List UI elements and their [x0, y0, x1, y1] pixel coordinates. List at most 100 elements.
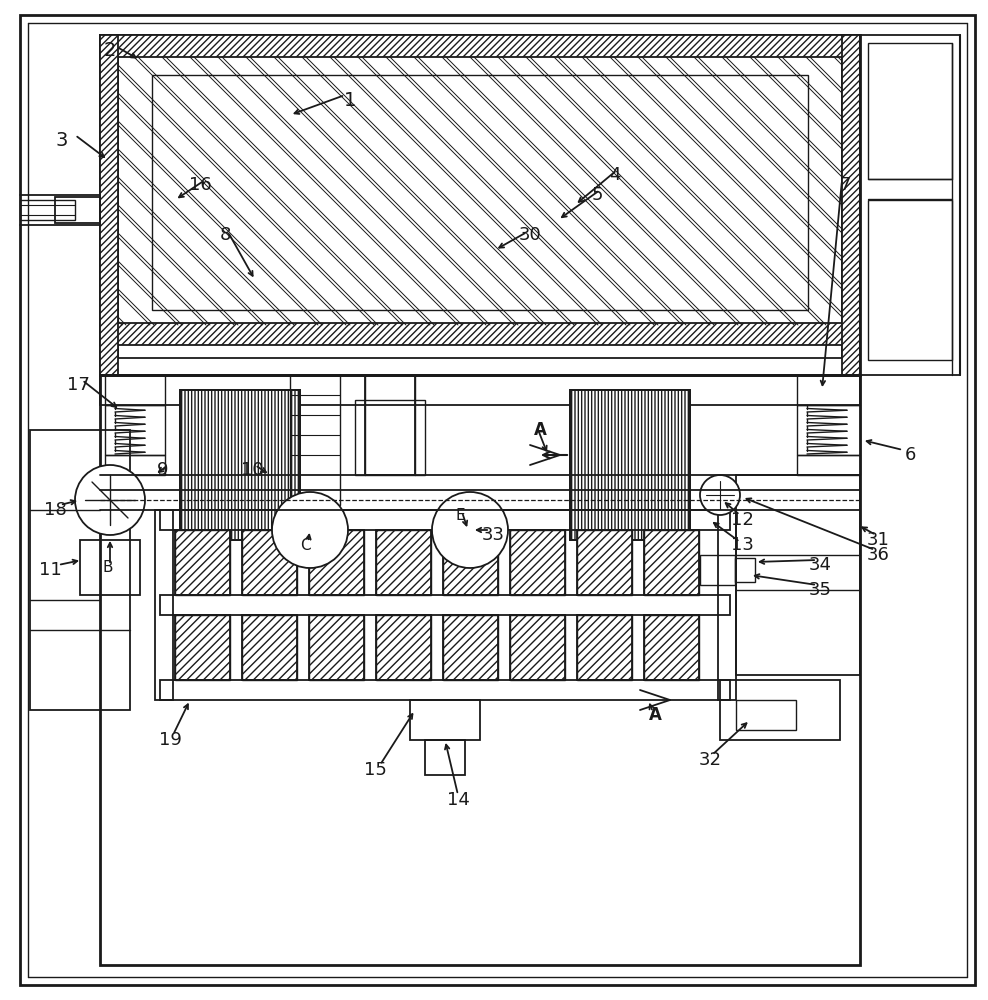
Bar	[160, 680, 730, 700]
Text: 34: 34	[808, 556, 832, 574]
Bar	[105, 375, 165, 405]
Text: 11: 11	[39, 561, 61, 579]
Bar	[180, 390, 300, 540]
Bar	[570, 390, 690, 540]
Bar	[160, 595, 730, 615]
Bar	[242, 530, 297, 595]
Bar	[443, 530, 498, 595]
Text: 3: 3	[55, 130, 68, 149]
Bar	[510, 530, 565, 595]
Bar	[80, 540, 140, 595]
Text: B: B	[103, 560, 114, 576]
Circle shape	[272, 492, 348, 568]
Bar	[376, 530, 431, 595]
Bar	[242, 615, 297, 680]
Bar	[242, 615, 297, 680]
Bar	[570, 390, 690, 540]
Bar	[425, 740, 465, 775]
Bar	[376, 530, 431, 595]
Bar	[30, 430, 130, 710]
Text: 4: 4	[610, 166, 620, 184]
Text: 8: 8	[219, 226, 230, 244]
Bar	[100, 375, 860, 965]
Bar	[355, 400, 425, 475]
Text: 30: 30	[519, 226, 541, 244]
Bar	[100, 375, 860, 405]
Bar	[443, 615, 498, 680]
Bar	[736, 700, 796, 730]
Text: 15: 15	[364, 761, 386, 779]
Text: C: C	[299, 538, 310, 552]
Text: 18: 18	[43, 501, 66, 519]
Bar	[797, 405, 860, 455]
Text: 12: 12	[730, 511, 754, 529]
Bar	[100, 35, 860, 57]
Bar	[105, 405, 165, 455]
Text: 7: 7	[839, 176, 851, 194]
Text: 19: 19	[158, 731, 182, 749]
Bar	[510, 615, 565, 680]
Bar	[577, 530, 632, 595]
Bar	[290, 375, 340, 505]
Text: A: A	[648, 706, 661, 724]
Bar	[644, 530, 699, 595]
Bar	[180, 390, 300, 540]
Bar	[510, 530, 565, 595]
Bar	[868, 43, 952, 179]
Text: 14: 14	[447, 791, 469, 809]
Bar	[20, 200, 75, 220]
Bar	[736, 475, 860, 675]
Text: A: A	[534, 421, 546, 439]
Text: 36: 36	[866, 546, 889, 564]
Bar	[577, 530, 632, 595]
Text: 17: 17	[66, 376, 90, 394]
Bar	[376, 615, 431, 680]
Bar	[100, 35, 860, 375]
Circle shape	[75, 465, 145, 535]
Text: E: E	[455, 508, 464, 522]
Bar	[160, 510, 730, 530]
Bar	[860, 35, 960, 375]
Bar	[118, 52, 842, 358]
Bar	[410, 700, 480, 740]
Text: 2: 2	[104, 40, 117, 60]
Bar	[175, 615, 230, 680]
Text: 13: 13	[730, 536, 754, 554]
Text: 10: 10	[241, 461, 264, 479]
Text: 31: 31	[866, 531, 889, 549]
Bar	[718, 510, 736, 700]
Bar	[735, 558, 755, 582]
Text: 6: 6	[904, 446, 916, 464]
Bar	[155, 510, 173, 700]
Bar	[309, 615, 364, 680]
Bar	[842, 35, 860, 375]
Text: 16: 16	[189, 176, 211, 194]
Circle shape	[700, 475, 740, 515]
Bar	[644, 615, 699, 680]
Bar	[443, 615, 498, 680]
Bar	[309, 530, 364, 595]
Bar	[376, 615, 431, 680]
Bar	[797, 375, 860, 405]
Text: 9: 9	[157, 461, 169, 479]
Bar	[577, 615, 632, 680]
Bar	[105, 455, 165, 475]
Bar	[55, 197, 100, 223]
Bar	[700, 555, 735, 585]
Bar	[100, 323, 860, 345]
Bar	[309, 615, 364, 680]
Bar	[797, 455, 860, 475]
Circle shape	[432, 492, 508, 568]
Bar	[577, 615, 632, 680]
Bar	[510, 615, 565, 680]
Text: 5: 5	[591, 186, 603, 204]
Bar	[175, 615, 230, 680]
Bar	[152, 75, 808, 310]
Bar	[309, 530, 364, 595]
Bar	[365, 375, 415, 475]
Text: 33: 33	[481, 526, 505, 544]
Bar	[443, 530, 498, 595]
Text: 35: 35	[808, 581, 832, 599]
Bar	[175, 530, 230, 595]
Text: 32: 32	[699, 751, 721, 769]
